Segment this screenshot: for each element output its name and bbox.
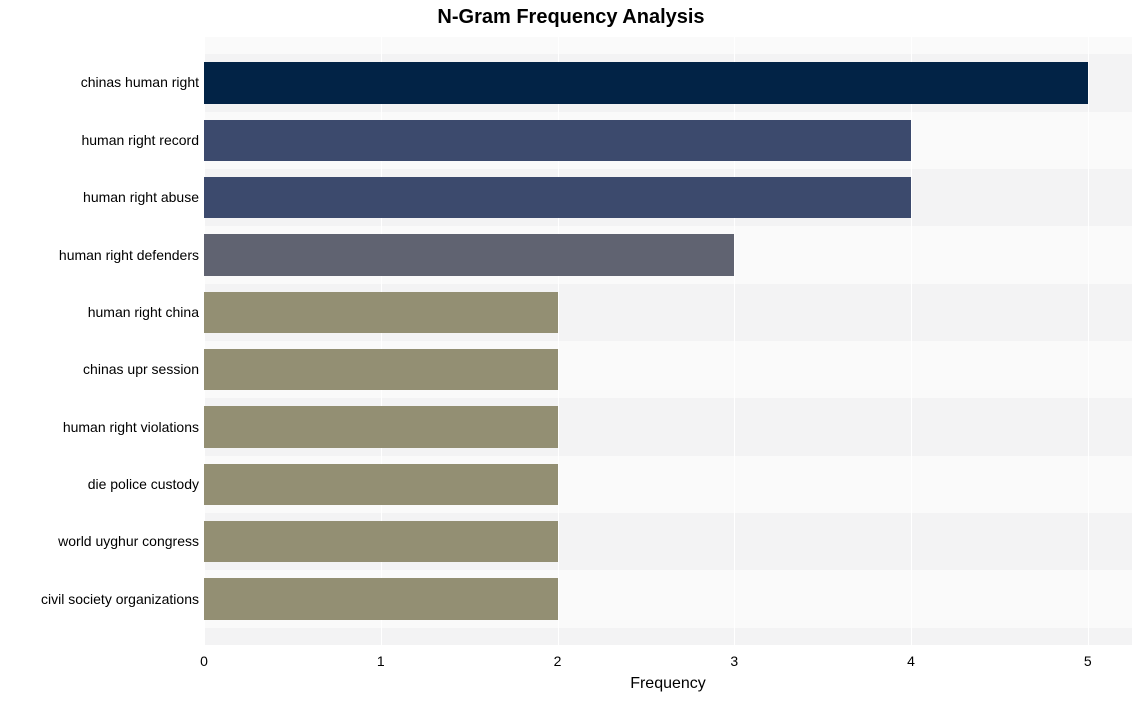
x-tick-label: 5 xyxy=(1068,653,1108,669)
grid-band xyxy=(204,37,1132,54)
plot-area xyxy=(204,37,1132,645)
bar xyxy=(204,578,558,619)
y-tick-label: human right record xyxy=(0,132,199,148)
y-tick-label: chinas upr session xyxy=(0,361,199,377)
grid-band xyxy=(204,628,1132,645)
x-tick-label: 2 xyxy=(538,653,578,669)
y-tick-label: civil society organizations xyxy=(0,591,199,607)
y-tick-label: human right china xyxy=(0,304,199,320)
bar xyxy=(204,120,911,161)
bar xyxy=(204,349,558,390)
y-tick-label: human right violations xyxy=(0,419,199,435)
x-tick-label: 0 xyxy=(184,653,224,669)
y-tick-label: chinas human right xyxy=(0,74,199,90)
bar xyxy=(204,234,734,275)
x-tick-label: 4 xyxy=(891,653,931,669)
chart-container: N-Gram Frequency Analysis Frequency chin… xyxy=(0,0,1142,701)
bar xyxy=(204,62,1088,103)
y-tick-label: die police custody xyxy=(0,476,199,492)
y-tick-label: human right defenders xyxy=(0,247,199,263)
bar xyxy=(204,406,558,447)
gridline xyxy=(1088,37,1089,645)
gridline xyxy=(911,37,912,645)
bar xyxy=(204,521,558,562)
bar xyxy=(204,177,911,218)
bar xyxy=(204,292,558,333)
chart-title: N-Gram Frequency Analysis xyxy=(0,6,1142,29)
x-axis-label: Frequency xyxy=(204,675,1132,693)
bar xyxy=(204,464,558,505)
x-tick-label: 1 xyxy=(361,653,401,669)
x-tick-label: 3 xyxy=(714,653,754,669)
y-tick-label: human right abuse xyxy=(0,189,199,205)
y-tick-label: world uyghur congress xyxy=(0,533,199,549)
